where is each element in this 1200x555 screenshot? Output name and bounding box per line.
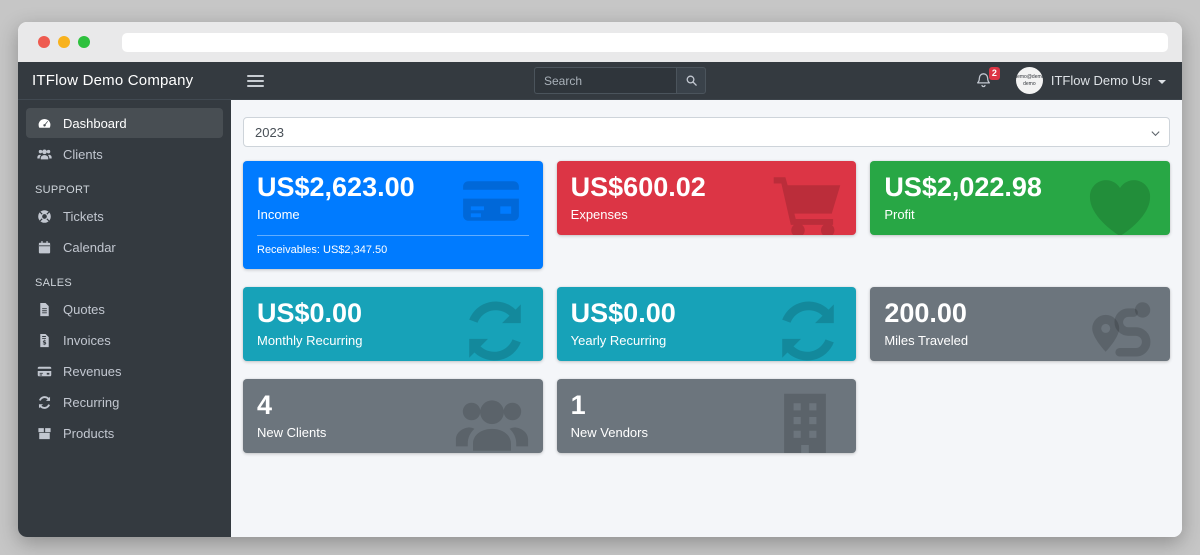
sidebar-item-calendar[interactable]: Calendar: [26, 232, 223, 262]
sidebar-item-label: Calendar: [63, 239, 116, 255]
expenses-label: Expenses: [570, 206, 628, 222]
notifications-button[interactable]: 2: [975, 67, 1000, 89]
sidebar-item-label: Clients: [63, 146, 103, 162]
new-vendors-value: 1: [570, 389, 586, 420]
profit-card[interactable]: US$2,022.98 Profit: [870, 161, 1170, 235]
new-clients-card[interactable]: 4 New Clients: [243, 378, 543, 453]
avatar-text: demo@demo: [1016, 74, 1043, 80]
sidebar-item-clients[interactable]: Clients: [26, 139, 223, 169]
credit-card-icon: [452, 170, 530, 237]
search-input[interactable]: [534, 67, 676, 94]
sidebar-item-products[interactable]: Products: [26, 418, 223, 448]
users-icon: [454, 388, 530, 453]
new-vendors-card[interactable]: 1 New Vendors: [556, 378, 857, 453]
user-dropdown[interactable]: ITFlow Demo Usr: [1051, 73, 1166, 88]
miles-traveled-value: 200.00: [884, 297, 967, 328]
sidebar-item-quotes[interactable]: Quotes: [26, 294, 223, 324]
monthly-recurring-card[interactable]: US$0.00 Monthly Recurring: [243, 286, 543, 361]
main-panel: 2 demo@demo demo ITFlow Demo Usr: [231, 62, 1182, 537]
window-close-button[interactable]: [38, 36, 50, 48]
tachometer-icon: [35, 116, 54, 131]
sidebar-item-label: Dashboard: [63, 115, 127, 131]
app-root: ITFlow Demo Company Dashboard Clients SU…: [18, 62, 1182, 537]
menu-toggle-icon[interactable]: [247, 74, 264, 87]
sidebar-item-label: Recurring: [63, 394, 120, 410]
monthly-recurring-label: Monthly Recurring: [257, 332, 363, 348]
file-invoice-dollar-icon: [35, 333, 54, 348]
sidebar-item-label: Invoices: [63, 332, 111, 348]
navbar-right: 2 demo@demo demo ITFlow Demo Usr: [975, 67, 1166, 94]
window-minimize-button[interactable]: [58, 36, 70, 48]
sidebar-section-sales: SALES: [35, 277, 72, 289]
user-name: ITFlow Demo Usr: [1050, 73, 1152, 88]
yearly-recurring-label: Yearly Recurring: [570, 332, 667, 348]
sidebar-item-label: Quotes: [63, 301, 105, 317]
new-clients-label: New Clients: [257, 424, 327, 440]
building-icon: [767, 388, 843, 453]
sidebar-item-label: Tickets: [63, 208, 104, 224]
yearly-recurring-value: US$0.00: [570, 297, 676, 328]
box-icon: [35, 426, 54, 441]
new-clients-value: 4: [257, 389, 273, 420]
income-card[interactable]: US$2,623.00 Income Receivables: US$2,347…: [243, 161, 543, 269]
window-zoom-button[interactable]: [78, 36, 90, 48]
year-select[interactable]: 2023: [243, 117, 1170, 147]
income-receivables: Receivables: US$2,347.50: [257, 234, 529, 256]
calendar-icon: [35, 240, 54, 255]
top-navbar: 2 demo@demo demo ITFlow Demo Usr: [231, 62, 1182, 100]
miles-traveled-label: Miles Traveled: [884, 332, 969, 348]
file-lines-icon: [35, 302, 54, 317]
income-value: US$2,623.00: [257, 172, 415, 202]
sidebar-item-invoices[interactable]: Invoices: [26, 325, 223, 355]
sidebar-item-revenues[interactable]: Revenues: [26, 356, 223, 386]
sidebar-item-recurring[interactable]: Recurring: [26, 387, 223, 417]
search-icon: [685, 74, 698, 87]
dashboard-content: 2023 US$2,623.00 Income Receivables: US$…: [231, 100, 1182, 537]
browser-window: ITFlow Demo Company Dashboard Clients SU…: [18, 22, 1182, 537]
sidebar-item-label: Revenues: [63, 363, 122, 379]
profit-label: Profit: [884, 206, 915, 222]
life-ring-icon: [35, 209, 54, 224]
monthly-recurring-value: US$0.00: [257, 297, 363, 328]
profit-value: US$2,022.98: [884, 172, 1042, 202]
route-icon: [1085, 296, 1157, 361]
shopping-cart-icon: [771, 170, 843, 235]
expenses-value: US$600.02: [570, 172, 706, 202]
browser-chrome: [18, 22, 1182, 62]
notification-badge: 2: [988, 67, 1000, 80]
sync-icon: [460, 296, 530, 361]
sync-icon: [773, 296, 843, 361]
miles-traveled-card[interactable]: 200.00 Miles Traveled: [870, 286, 1170, 361]
sidebar-item-dashboard[interactable]: Dashboard: [26, 108, 223, 138]
brand[interactable]: ITFlow Demo Company: [18, 62, 231, 100]
sidebar-item-tickets[interactable]: Tickets: [26, 201, 223, 231]
sidebar-nav: Dashboard Clients SUPPORT Tickets Calend…: [18, 100, 231, 457]
income-label: Income: [257, 206, 300, 222]
sidebar: ITFlow Demo Company Dashboard Clients SU…: [18, 62, 231, 537]
sidebar-section-support: SUPPORT: [35, 184, 91, 196]
stat-cards: US$2,623.00 Income Receivables: US$2,347…: [243, 161, 1170, 453]
credit-card-icon: [35, 364, 54, 379]
sidebar-item-label: Products: [63, 425, 115, 441]
year-filter: 2023: [243, 117, 1170, 147]
search-button[interactable]: [676, 67, 706, 94]
navbar-search: [534, 67, 706, 94]
avatar[interactable]: demo@demo demo: [1015, 67, 1043, 94]
users-icon: [35, 147, 54, 162]
new-vendors-label: New Vendors: [570, 424, 648, 440]
caret-down-icon: [1158, 79, 1166, 84]
url-bar[interactable]: [122, 32, 1168, 52]
sync-icon: [35, 395, 54, 410]
expenses-card[interactable]: US$600.02 Expenses: [556, 161, 857, 235]
avatar-text: demo: [1023, 80, 1036, 87]
heart-icon: [1083, 170, 1157, 235]
yearly-recurring-card[interactable]: US$0.00 Yearly Recurring: [556, 286, 857, 361]
